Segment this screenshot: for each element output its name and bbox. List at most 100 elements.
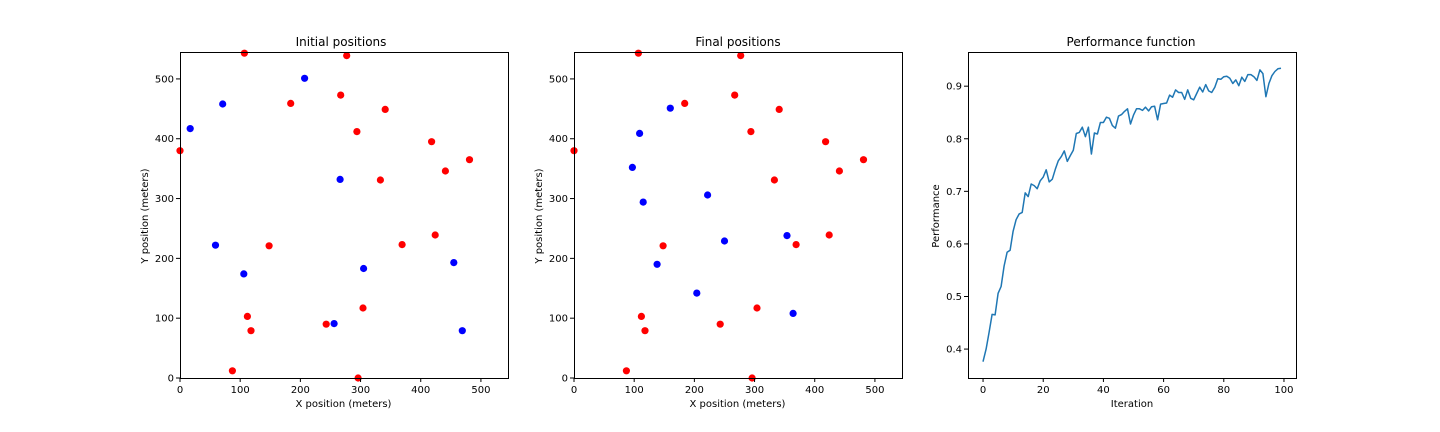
red-point <box>634 49 643 57</box>
red-point <box>322 320 330 328</box>
x-tick-label: 300 <box>745 385 764 396</box>
blue-point <box>636 129 644 137</box>
red-point <box>343 52 351 60</box>
y-tick-label: 300 <box>549 194 568 205</box>
red-point <box>835 167 844 175</box>
red-point <box>859 156 868 164</box>
y-axis-label: Performance <box>931 184 942 247</box>
y-tick-label: 500 <box>155 74 174 85</box>
red-point <box>337 91 345 99</box>
red-point <box>659 242 667 250</box>
red-point <box>641 327 649 335</box>
blue-point <box>219 100 227 108</box>
y-tick-label: 400 <box>155 134 174 145</box>
red-point <box>381 105 389 113</box>
red-point <box>243 312 251 320</box>
red-point <box>737 52 745 60</box>
red-point <box>287 99 295 107</box>
chart-title: Initial positions <box>296 35 387 49</box>
red-point <box>770 176 779 184</box>
red-point <box>428 138 436 146</box>
x-tick-label: 40 <box>1097 385 1110 396</box>
x-tick-label: 100 <box>231 385 250 396</box>
x-tick-label: 100 <box>1274 385 1293 396</box>
x-tick-label: 0 <box>571 385 577 396</box>
red-point <box>822 138 830 146</box>
blue-point <box>720 237 729 245</box>
plot-area <box>176 49 474 382</box>
blue-point <box>653 260 661 268</box>
y-tick-label: 100 <box>549 314 568 325</box>
red-point <box>228 367 236 375</box>
red-point <box>792 241 800 249</box>
x-tick-label: 300 <box>351 385 370 396</box>
y-tick-label: 200 <box>549 254 568 265</box>
blue-point <box>666 104 674 112</box>
y-tick-label: 500 <box>549 74 568 85</box>
x-axis-label: Iteration <box>1111 399 1153 410</box>
red-point <box>240 49 248 57</box>
y-tick-label: 0.8 <box>946 134 962 145</box>
blue-point <box>360 264 368 273</box>
y-tick-label: 0.7 <box>946 187 962 198</box>
blue-point <box>789 309 797 317</box>
y-tick-label: 300 <box>155 194 174 205</box>
y-axis-label: Y position (meters) <box>140 168 151 264</box>
performance-function-chart: Performance function Iteration Performan… <box>931 35 1297 410</box>
red-point <box>622 367 631 375</box>
y-tick-label: 0 <box>562 374 568 385</box>
red-point <box>753 304 761 312</box>
x-tick-label: 20 <box>1037 385 1050 396</box>
x-tick-label: 500 <box>471 385 490 396</box>
red-point <box>376 176 384 184</box>
x-tick-label: 80 <box>1217 385 1230 396</box>
blue-point <box>211 241 220 249</box>
x-tick-label: 400 <box>411 385 430 396</box>
initial-positions-chart: Initial positions X position (meters) Y … <box>140 35 509 410</box>
y-tick-label: 0 <box>168 374 174 385</box>
red-point <box>265 242 273 250</box>
red-point <box>359 304 367 312</box>
x-tick-label: 500 <box>865 385 884 396</box>
red-point <box>747 128 755 136</box>
y-tick-label: 400 <box>549 134 568 145</box>
red-point <box>825 231 833 239</box>
red-point <box>731 91 739 99</box>
y-tick-label: 100 <box>155 314 174 325</box>
y-tick-label: 0.4 <box>946 345 962 356</box>
red-point <box>441 167 449 175</box>
red-point <box>465 156 474 164</box>
blue-point <box>330 320 338 328</box>
red-point <box>353 128 361 136</box>
x-axis-label: X position (meters) <box>296 399 392 410</box>
x-tick-label: 0 <box>177 385 183 396</box>
x-tick-label: 0 <box>980 385 986 396</box>
y-axis-label: Y position (meters) <box>534 168 545 264</box>
red-point <box>775 105 783 113</box>
performance-line <box>982 67 1282 362</box>
y-tick-label: 0.6 <box>946 239 962 250</box>
y-tick-label: 0.5 <box>946 292 962 303</box>
red-point <box>398 241 406 249</box>
axes-frame <box>574 52 903 379</box>
y-tick-label: 0.9 <box>946 82 962 93</box>
blue-point <box>450 259 458 267</box>
blue-point <box>704 191 712 199</box>
plot-area <box>982 67 1282 362</box>
x-tick-label: 400 <box>805 385 824 396</box>
blue-point <box>693 289 701 297</box>
blue-point <box>628 163 637 171</box>
axes-frame <box>968 52 1297 379</box>
red-point <box>431 231 439 239</box>
plot-area <box>570 49 868 382</box>
chart-title: Performance function <box>1067 35 1196 49</box>
axes-frame <box>180 52 509 379</box>
red-point <box>681 99 689 107</box>
red-point <box>637 312 646 320</box>
blue-point <box>186 125 194 133</box>
blue-point <box>301 74 309 82</box>
chart-title: Final positions <box>695 35 780 49</box>
blue-point <box>336 175 344 183</box>
red-point <box>247 327 255 335</box>
